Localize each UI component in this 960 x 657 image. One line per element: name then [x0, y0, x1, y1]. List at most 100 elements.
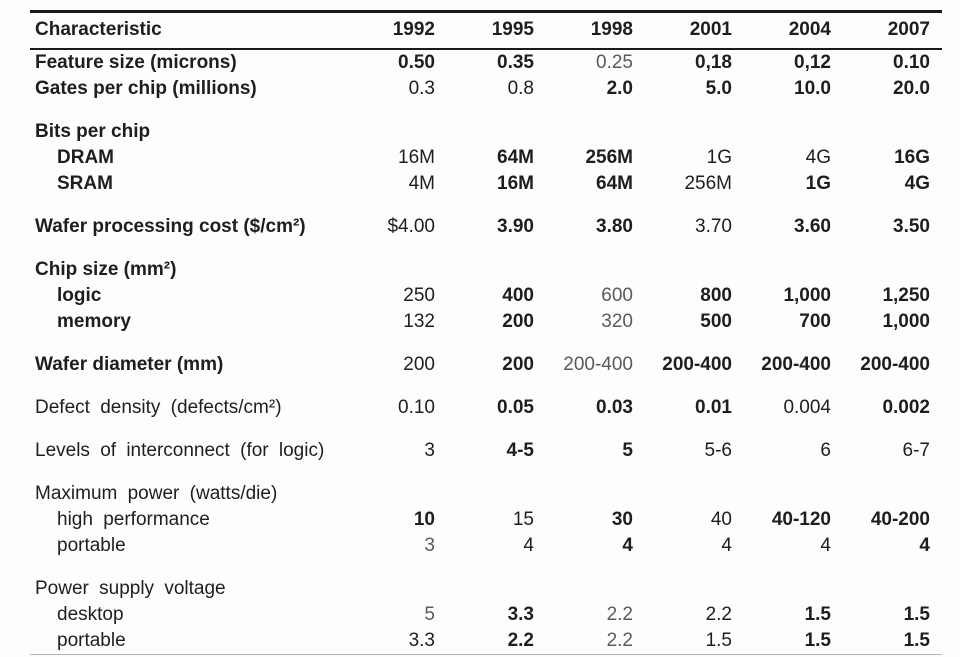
cell-2001: 200-400: [662, 354, 732, 375]
cell-1992: $4.00: [387, 216, 435, 237]
cell-2004: 4G: [805, 147, 831, 168]
row-label: high performance: [57, 509, 210, 530]
spacer-row: [30, 421, 942, 438]
group-row: Maximum power (watts/die): [30, 481, 942, 507]
row-label: desktop: [57, 604, 124, 625]
spacer-cell: [30, 102, 942, 119]
spacer-cell: [30, 378, 942, 395]
cell-1998: 64M: [596, 173, 633, 194]
cell-2007: 0.10: [893, 52, 930, 73]
table-row: Levels of interconnect (for logic) 3 4-5 5 5…: [30, 438, 942, 464]
cell-2004: [744, 119, 843, 145]
cell-2007: [843, 119, 942, 145]
cell-2004: 700: [799, 311, 831, 332]
spacer-cell: [30, 559, 942, 576]
row-label: Levels of interconnect (for logic): [35, 440, 325, 461]
cell-1995: [447, 257, 546, 283]
cell-2004: 1G: [805, 173, 831, 194]
spacer-row: [30, 464, 942, 481]
cell-1992: 3: [424, 535, 435, 556]
cell-2004: [744, 257, 843, 283]
table-row: desktop 5 3.3 2.2 2.2 1.5 1.5: [30, 602, 942, 628]
cell-2007: 4G: [904, 173, 930, 194]
cell-2004: 4: [820, 535, 831, 556]
group-row: Chip size (mm²): [30, 257, 942, 283]
cell-2004: 1.5: [804, 630, 831, 651]
row-label: Power supply voltage: [35, 578, 226, 599]
cell-1998: 0.03: [596, 397, 633, 418]
cell-1995: 0.05: [497, 397, 534, 418]
group-row: Power supply voltage: [30, 576, 942, 602]
cell-1995: 3.3: [507, 604, 534, 625]
cell-1998: [546, 481, 645, 507]
table-row: Wafer diameter (mm) 200 200 200-400 200-400 2…: [30, 352, 942, 378]
cell-1992: [348, 257, 447, 283]
cell-2007: 0.002: [882, 397, 930, 418]
cell-1998: 200-400: [563, 354, 633, 375]
cell-1998: 30: [611, 509, 633, 530]
table-row: memory 132 200 320 500 700 1,000: [30, 309, 942, 335]
table-row: DRAM 16M 64M 256M 1G 4G 16G: [30, 145, 942, 171]
column-header-2001: 2001: [645, 11, 744, 50]
cell-1998: [546, 257, 645, 283]
cell-1995: 64M: [497, 147, 534, 168]
cell-2001: 1G: [706, 147, 732, 168]
row-label: Defect density (defects/cm²): [35, 397, 282, 418]
cell-1995: 2.2: [507, 630, 534, 651]
row-label: Chip size (mm²): [35, 259, 177, 280]
cell-1998: 2.2: [606, 630, 633, 651]
cell-2007: 200-400: [860, 354, 930, 375]
column-header-1995: 1995: [447, 11, 546, 50]
spacer-cell: [30, 240, 942, 257]
cell-1998: 3.80: [596, 216, 633, 237]
cell-2007: 1,250: [882, 285, 930, 306]
column-header-characteristic: Characteristic: [30, 11, 348, 50]
cell-2004: [744, 481, 843, 507]
cell-1992: 3.3: [408, 630, 435, 651]
cell-1995: 200: [502, 311, 534, 332]
cell-2007: 6-7: [902, 440, 930, 461]
cell-2001: 1.5: [705, 630, 732, 651]
cell-2001: [645, 481, 744, 507]
table-row: portable 3 4 4 4 4 4: [30, 533, 942, 559]
cell-1995: 200: [502, 354, 534, 375]
spacer-cell: [30, 335, 942, 352]
cell-2004: [744, 576, 843, 602]
cell-1995: 4-5: [506, 440, 534, 461]
cell-2007: 4: [919, 535, 930, 556]
cell-1998: 0.25: [596, 52, 633, 73]
column-header-1998: 1998: [546, 11, 645, 50]
cell-2007: 40-200: [870, 509, 930, 530]
cell-1998: 5: [622, 440, 633, 461]
cell-1992: 200: [403, 354, 435, 375]
cell-2004: 10.0: [794, 78, 831, 99]
row-label: Wafer diameter (mm): [35, 354, 224, 375]
row-label: Wafer processing cost ($/cm²): [35, 216, 306, 237]
cell-2007: 20.0: [893, 78, 930, 99]
cell-2001: 3.70: [695, 216, 732, 237]
cell-2007: [843, 576, 942, 602]
spacer-row: [30, 378, 942, 395]
row-label: DRAM: [57, 147, 114, 168]
spacer-row: [30, 197, 942, 214]
cell-1995: 16M: [497, 173, 534, 194]
cell-1998: [546, 576, 645, 602]
cell-1992: 0.50: [398, 52, 435, 73]
cell-2001: 0,18: [695, 52, 732, 73]
table-row: Feature size (microns) 0.50 0.35 0.25 0,18 0,…: [30, 49, 942, 76]
cell-1995: 0.8: [507, 78, 534, 99]
cell-1992: 250: [403, 285, 435, 306]
cell-1998: [546, 119, 645, 145]
cell-2004: 6: [820, 440, 831, 461]
cell-2001: 5-6: [704, 440, 732, 461]
column-header-1992: 1992: [348, 11, 447, 50]
row-label: Gates per chip (millions): [35, 78, 257, 99]
group-row: Bits per chip: [30, 119, 942, 145]
cell-2007: 3.50: [893, 216, 930, 237]
cell-1998: 2.2: [606, 604, 633, 625]
spacer-row: [30, 102, 942, 119]
cell-1995: [447, 576, 546, 602]
row-label: memory: [57, 311, 131, 332]
table-row: Wafer processing cost ($/cm²) $4.00 3.90 3.…: [30, 214, 942, 240]
table-row: high performance 10 15 30 40 40-120 40-200: [30, 507, 942, 533]
